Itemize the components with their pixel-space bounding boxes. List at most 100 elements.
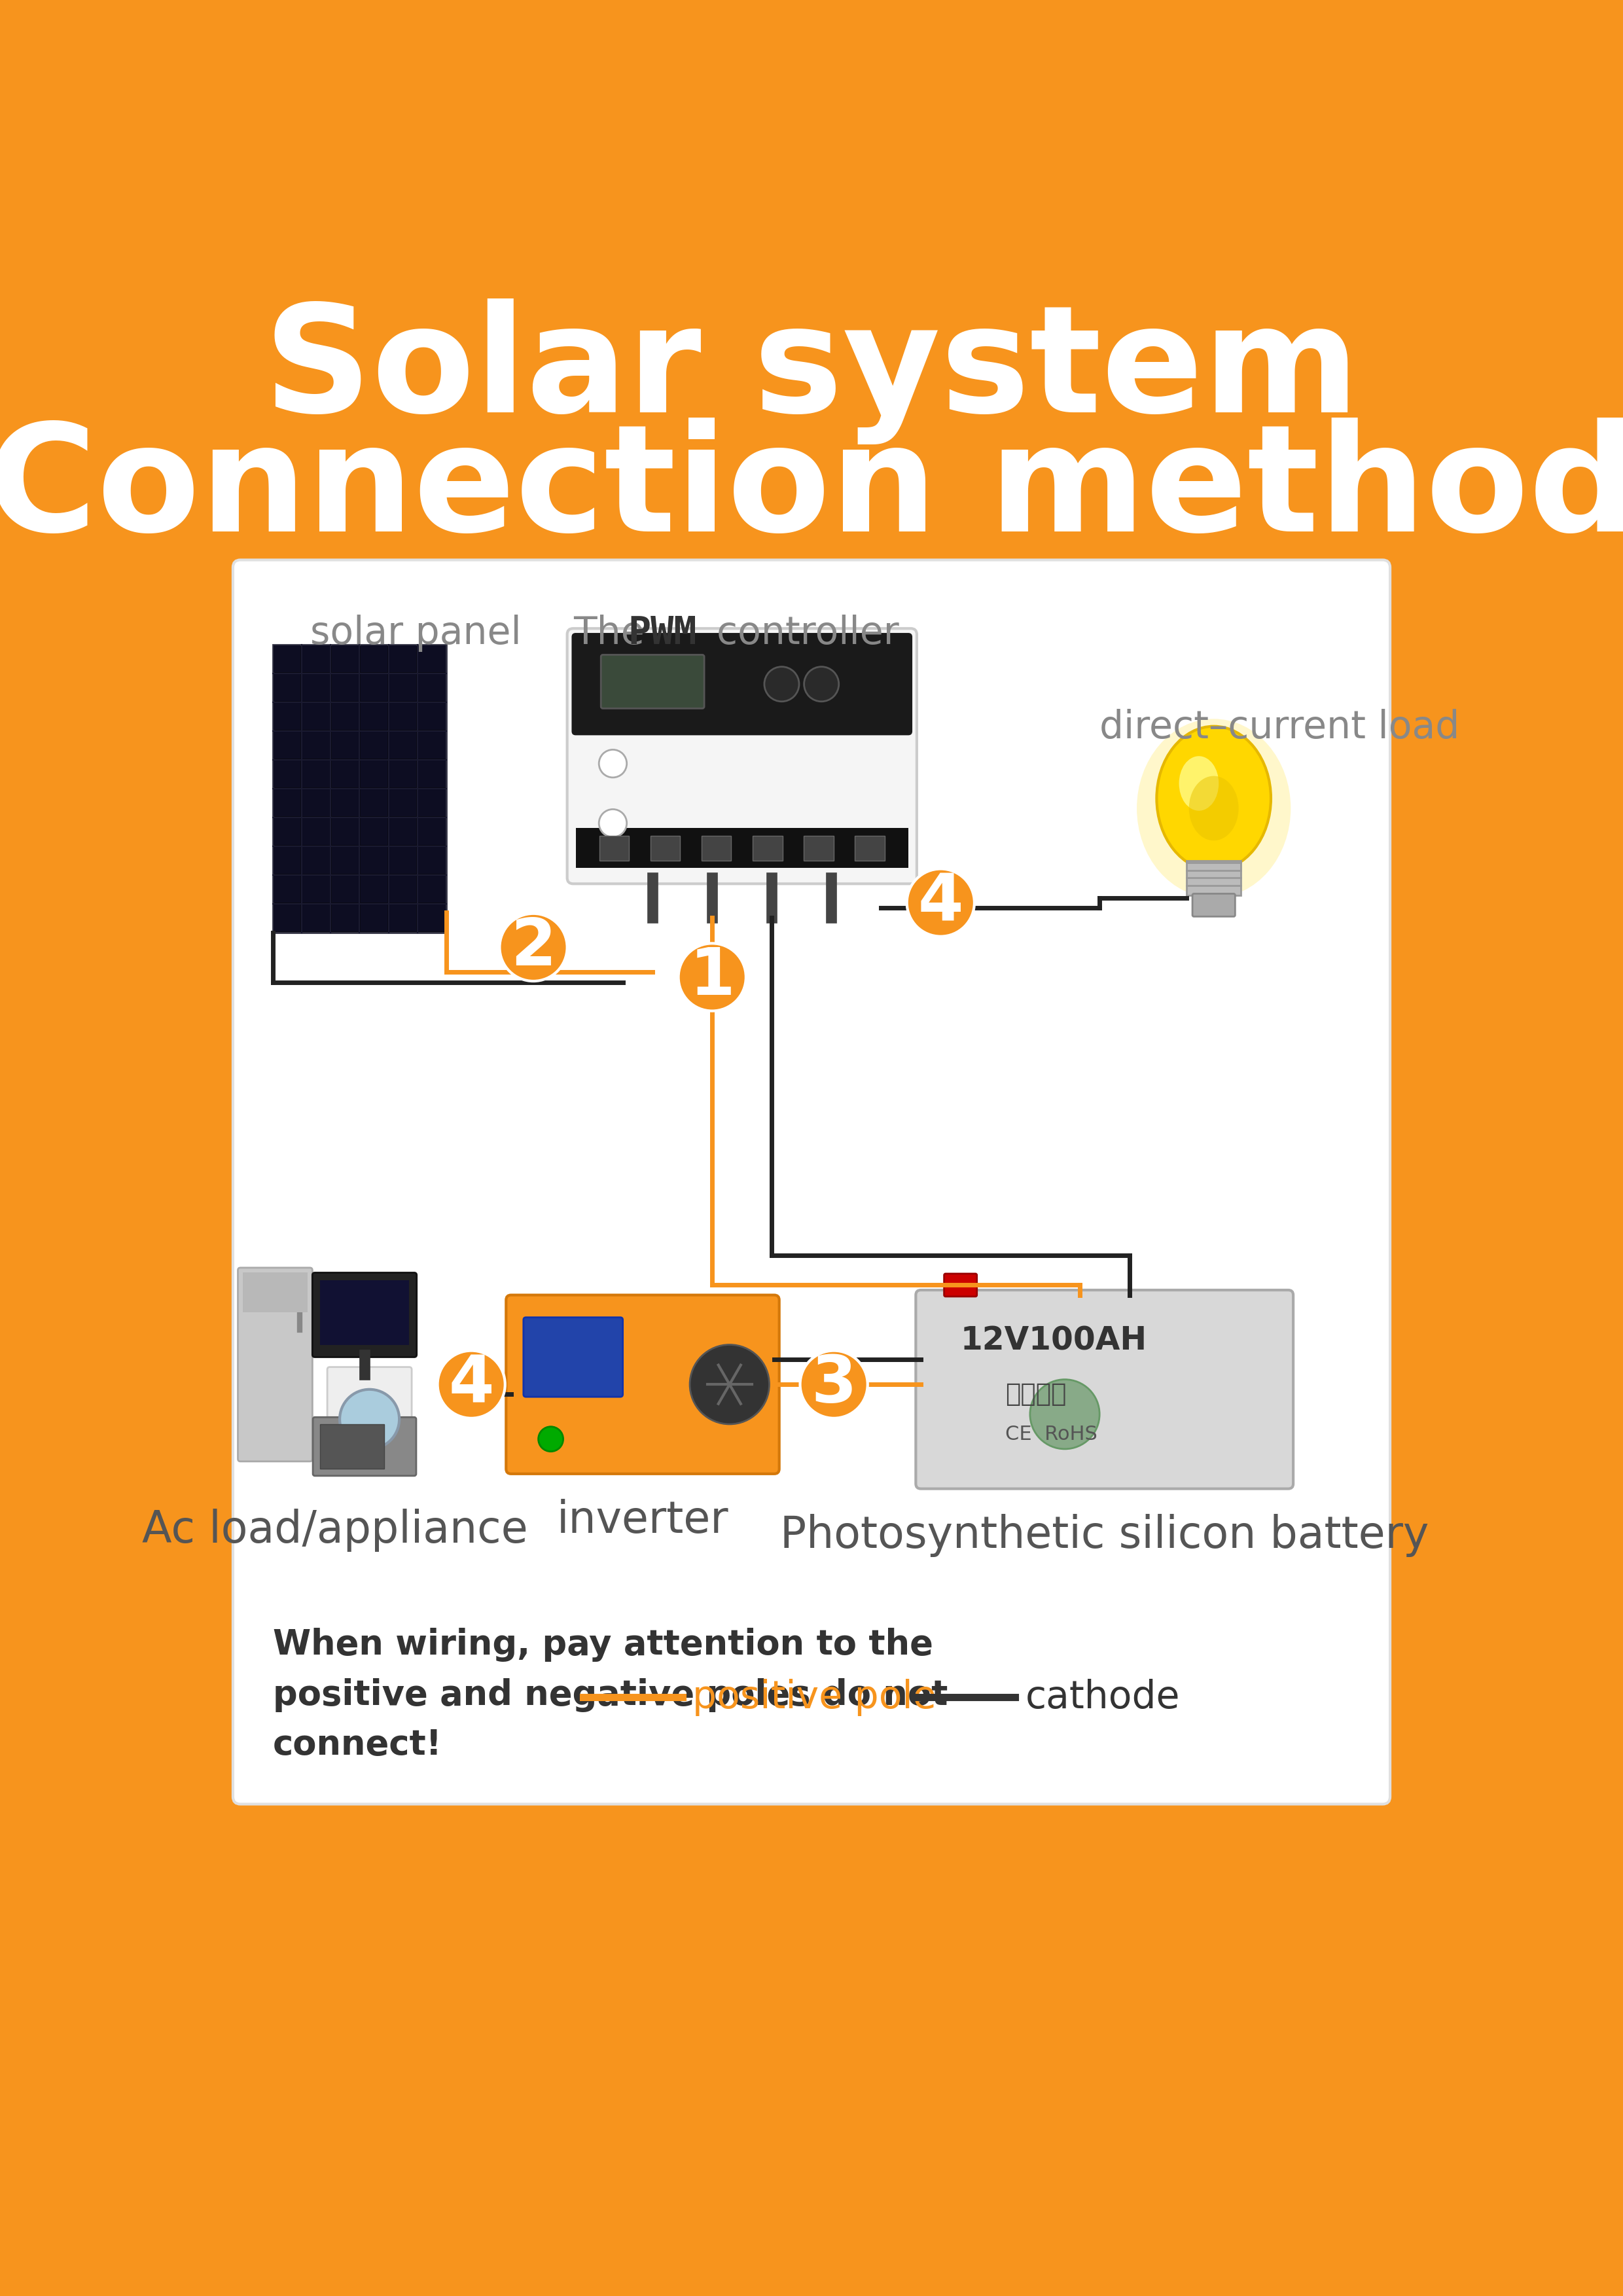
Text: When wiring, pay attention to the
positive and negative poles do not
connect!: When wiring, pay attention to the positi… — [273, 1628, 948, 1761]
Text: controller: controller — [693, 615, 899, 652]
FancyBboxPatch shape — [331, 817, 359, 845]
FancyBboxPatch shape — [302, 847, 329, 875]
FancyBboxPatch shape — [419, 675, 445, 700]
FancyBboxPatch shape — [701, 836, 732, 861]
FancyBboxPatch shape — [302, 675, 329, 700]
Circle shape — [803, 666, 839, 703]
FancyBboxPatch shape — [419, 760, 445, 788]
FancyBboxPatch shape — [360, 675, 388, 700]
FancyBboxPatch shape — [390, 760, 417, 788]
Circle shape — [1031, 1380, 1099, 1449]
FancyBboxPatch shape — [651, 836, 680, 861]
FancyBboxPatch shape — [390, 817, 417, 845]
FancyBboxPatch shape — [360, 790, 388, 815]
FancyBboxPatch shape — [274, 905, 300, 932]
FancyBboxPatch shape — [302, 703, 329, 730]
Text: Ac load/appliance: Ac load/appliance — [141, 1508, 527, 1552]
FancyBboxPatch shape — [274, 817, 300, 845]
Ellipse shape — [1190, 776, 1238, 840]
FancyBboxPatch shape — [274, 790, 300, 815]
Text: 光合硅能: 光合硅能 — [1005, 1382, 1066, 1407]
Circle shape — [539, 1426, 563, 1451]
Circle shape — [599, 751, 626, 778]
FancyBboxPatch shape — [419, 732, 445, 758]
FancyBboxPatch shape — [945, 1274, 977, 1297]
Circle shape — [438, 1350, 505, 1419]
Text: solar panel: solar panel — [310, 615, 521, 652]
FancyBboxPatch shape — [320, 1424, 385, 1469]
FancyBboxPatch shape — [360, 703, 388, 730]
FancyBboxPatch shape — [302, 760, 329, 788]
FancyBboxPatch shape — [753, 836, 782, 861]
FancyBboxPatch shape — [302, 905, 329, 932]
FancyBboxPatch shape — [273, 645, 446, 932]
Circle shape — [907, 868, 974, 937]
Text: 2: 2 — [511, 916, 557, 978]
FancyBboxPatch shape — [419, 817, 445, 845]
FancyBboxPatch shape — [360, 760, 388, 788]
FancyBboxPatch shape — [331, 645, 359, 673]
FancyBboxPatch shape — [312, 1272, 417, 1357]
FancyBboxPatch shape — [320, 1281, 409, 1345]
FancyBboxPatch shape — [1186, 861, 1242, 895]
Text: CE  RoHS: CE RoHS — [1005, 1424, 1097, 1444]
Text: 4: 4 — [448, 1352, 493, 1417]
FancyBboxPatch shape — [328, 1366, 412, 1463]
FancyBboxPatch shape — [331, 703, 359, 730]
FancyBboxPatch shape — [274, 675, 300, 700]
FancyBboxPatch shape — [506, 1295, 779, 1474]
FancyBboxPatch shape — [302, 645, 329, 673]
FancyBboxPatch shape — [360, 875, 388, 902]
FancyBboxPatch shape — [576, 829, 909, 868]
Text: 3: 3 — [812, 1352, 857, 1417]
FancyBboxPatch shape — [599, 836, 630, 861]
FancyBboxPatch shape — [234, 560, 1389, 1805]
Text: 1: 1 — [690, 946, 735, 1008]
FancyBboxPatch shape — [331, 760, 359, 788]
FancyBboxPatch shape — [390, 732, 417, 758]
Circle shape — [339, 1389, 399, 1449]
FancyBboxPatch shape — [360, 817, 388, 845]
FancyBboxPatch shape — [390, 790, 417, 815]
FancyBboxPatch shape — [419, 875, 445, 902]
Ellipse shape — [1178, 755, 1219, 810]
FancyBboxPatch shape — [274, 875, 300, 902]
FancyBboxPatch shape — [331, 675, 359, 700]
FancyBboxPatch shape — [360, 905, 388, 932]
FancyBboxPatch shape — [390, 703, 417, 730]
FancyBboxPatch shape — [302, 790, 329, 815]
FancyBboxPatch shape — [360, 645, 388, 673]
Text: positive pole: positive pole — [693, 1678, 936, 1715]
Text: Connection method: Connection method — [0, 418, 1623, 563]
Text: 4: 4 — [919, 870, 964, 934]
FancyBboxPatch shape — [419, 790, 445, 815]
FancyBboxPatch shape — [390, 645, 417, 673]
Text: Photosynthetic silicon battery: Photosynthetic silicon battery — [781, 1513, 1428, 1557]
FancyBboxPatch shape — [243, 1272, 307, 1313]
FancyBboxPatch shape — [419, 905, 445, 932]
FancyBboxPatch shape — [274, 645, 300, 673]
Circle shape — [764, 666, 799, 703]
Text: 12V100AH: 12V100AH — [961, 1325, 1147, 1357]
FancyBboxPatch shape — [390, 847, 417, 875]
Ellipse shape — [1157, 726, 1271, 870]
FancyBboxPatch shape — [601, 654, 704, 709]
FancyBboxPatch shape — [274, 732, 300, 758]
FancyBboxPatch shape — [390, 905, 417, 932]
FancyBboxPatch shape — [390, 675, 417, 700]
FancyBboxPatch shape — [855, 836, 885, 861]
FancyBboxPatch shape — [571, 634, 912, 735]
FancyBboxPatch shape — [239, 1267, 312, 1463]
FancyBboxPatch shape — [1193, 893, 1235, 916]
FancyBboxPatch shape — [331, 790, 359, 815]
FancyBboxPatch shape — [360, 732, 388, 758]
Text: cathode: cathode — [1026, 1678, 1180, 1715]
Text: PWM: PWM — [628, 615, 696, 652]
Circle shape — [678, 944, 747, 1010]
FancyBboxPatch shape — [803, 836, 834, 861]
Text: The: The — [573, 615, 669, 652]
FancyBboxPatch shape — [915, 1290, 1294, 1488]
FancyBboxPatch shape — [331, 875, 359, 902]
FancyBboxPatch shape — [313, 1417, 415, 1476]
Text: Solar system: Solar system — [263, 298, 1360, 443]
